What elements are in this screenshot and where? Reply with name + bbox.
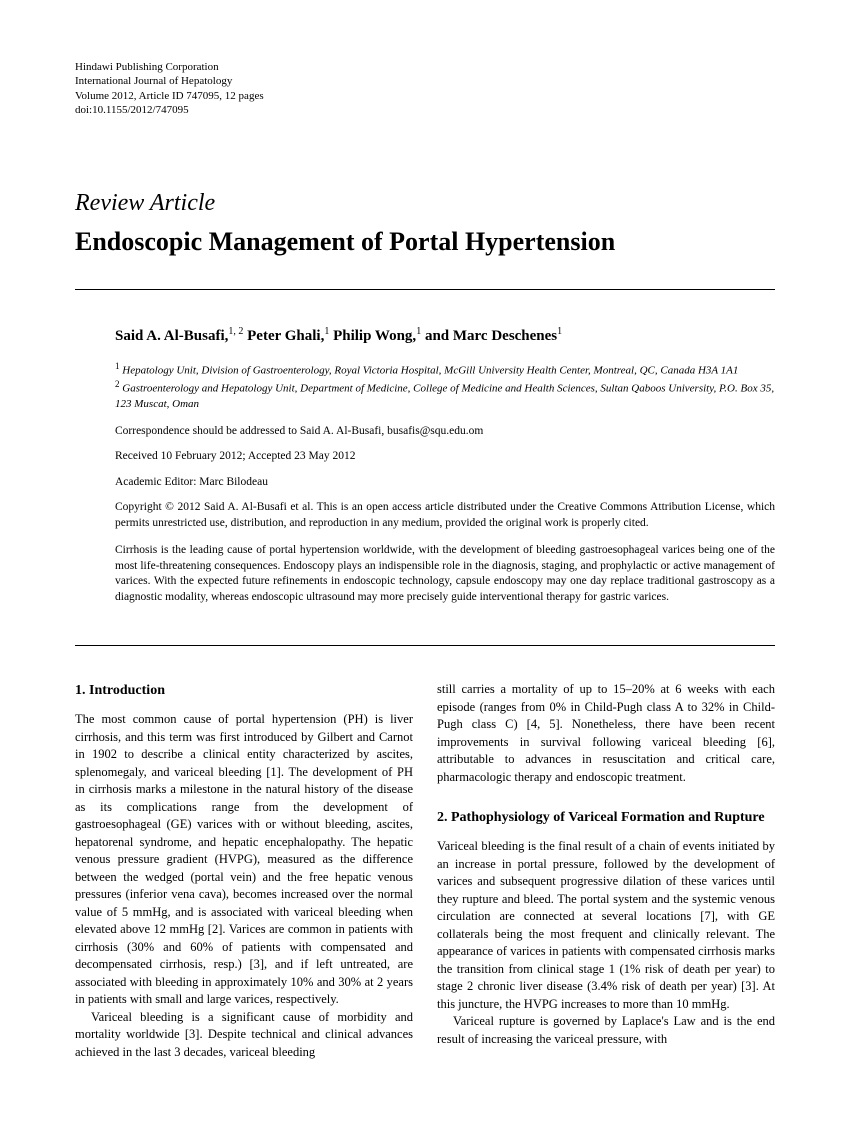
journal-name: International Journal of Hepatology <box>75 74 775 88</box>
correspondence: Correspondence should be addressed to Sa… <box>115 424 775 440</box>
col2-continuation: still carries a mortality of up to 15–20… <box>437 681 775 786</box>
section-2-para-2: Variceal rupture is governed by Laplace'… <box>437 1013 775 1048</box>
academic-editor: Academic Editor: Marc Bilodeau <box>115 475 775 491</box>
publisher-header: Hindawi Publishing Corporation Internati… <box>75 60 775 117</box>
affil-1-text: Hepatology Unit, Division of Gastroenter… <box>120 365 739 377</box>
article-title: Endoscopic Management of Portal Hyperten… <box>75 224 775 259</box>
volume-info: Volume 2012, Article ID 747095, 12 pages <box>75 89 775 103</box>
copyright: Copyright © 2012 Said A. Al-Busafi et al… <box>115 500 775 531</box>
author-3-affil: 1 <box>416 326 421 337</box>
author-2: Peter Ghali, <box>247 328 324 344</box>
body-columns: 1. Introduction The most common cause of… <box>75 681 775 1061</box>
section-1-heading: 1. Introduction <box>75 681 413 701</box>
title-rule <box>75 289 775 290</box>
column-left: 1. Introduction The most common cause of… <box>75 681 413 1061</box>
affiliations: 1 Hepatology Unit, Division of Gastroent… <box>115 360 775 412</box>
author-1: Said A. Al-Busafi, <box>115 328 228 344</box>
publisher-name: Hindawi Publishing Corporation <box>75 60 775 74</box>
abstract: Cirrhosis is the leading cause of portal… <box>115 543 775 605</box>
column-right: still carries a mortality of up to 15–20… <box>437 681 775 1061</box>
doi: doi:10.1155/2012/747095 <box>75 103 775 117</box>
section-1-para-1: The most common cause of portal hyperten… <box>75 711 413 1009</box>
abstract-rule <box>75 645 775 646</box>
article-dates: Received 10 February 2012; Accepted 23 M… <box>115 449 775 465</box>
author-4-affil: 1 <box>557 326 562 337</box>
section-1-para-2: Variceal bleeding is a significant cause… <box>75 1009 413 1062</box>
article-type: Review Article <box>75 187 775 219</box>
author-4: and Marc Deschenes <box>425 328 557 344</box>
author-2-affil: 1 <box>324 326 329 337</box>
section-2-heading: 2. Pathophysiology of Variceal Formation… <box>437 808 775 828</box>
authors-list: Said A. Al-Busafi,1, 2 Peter Ghali,1 Phi… <box>115 325 775 346</box>
author-1-affil: 1, 2 <box>228 326 243 337</box>
affil-2-text: Gastroenterology and Hepatology Unit, De… <box>115 383 774 410</box>
author-3: Philip Wong, <box>333 328 416 344</box>
section-2-para-1: Variceal bleeding is the final result of… <box>437 838 775 1013</box>
